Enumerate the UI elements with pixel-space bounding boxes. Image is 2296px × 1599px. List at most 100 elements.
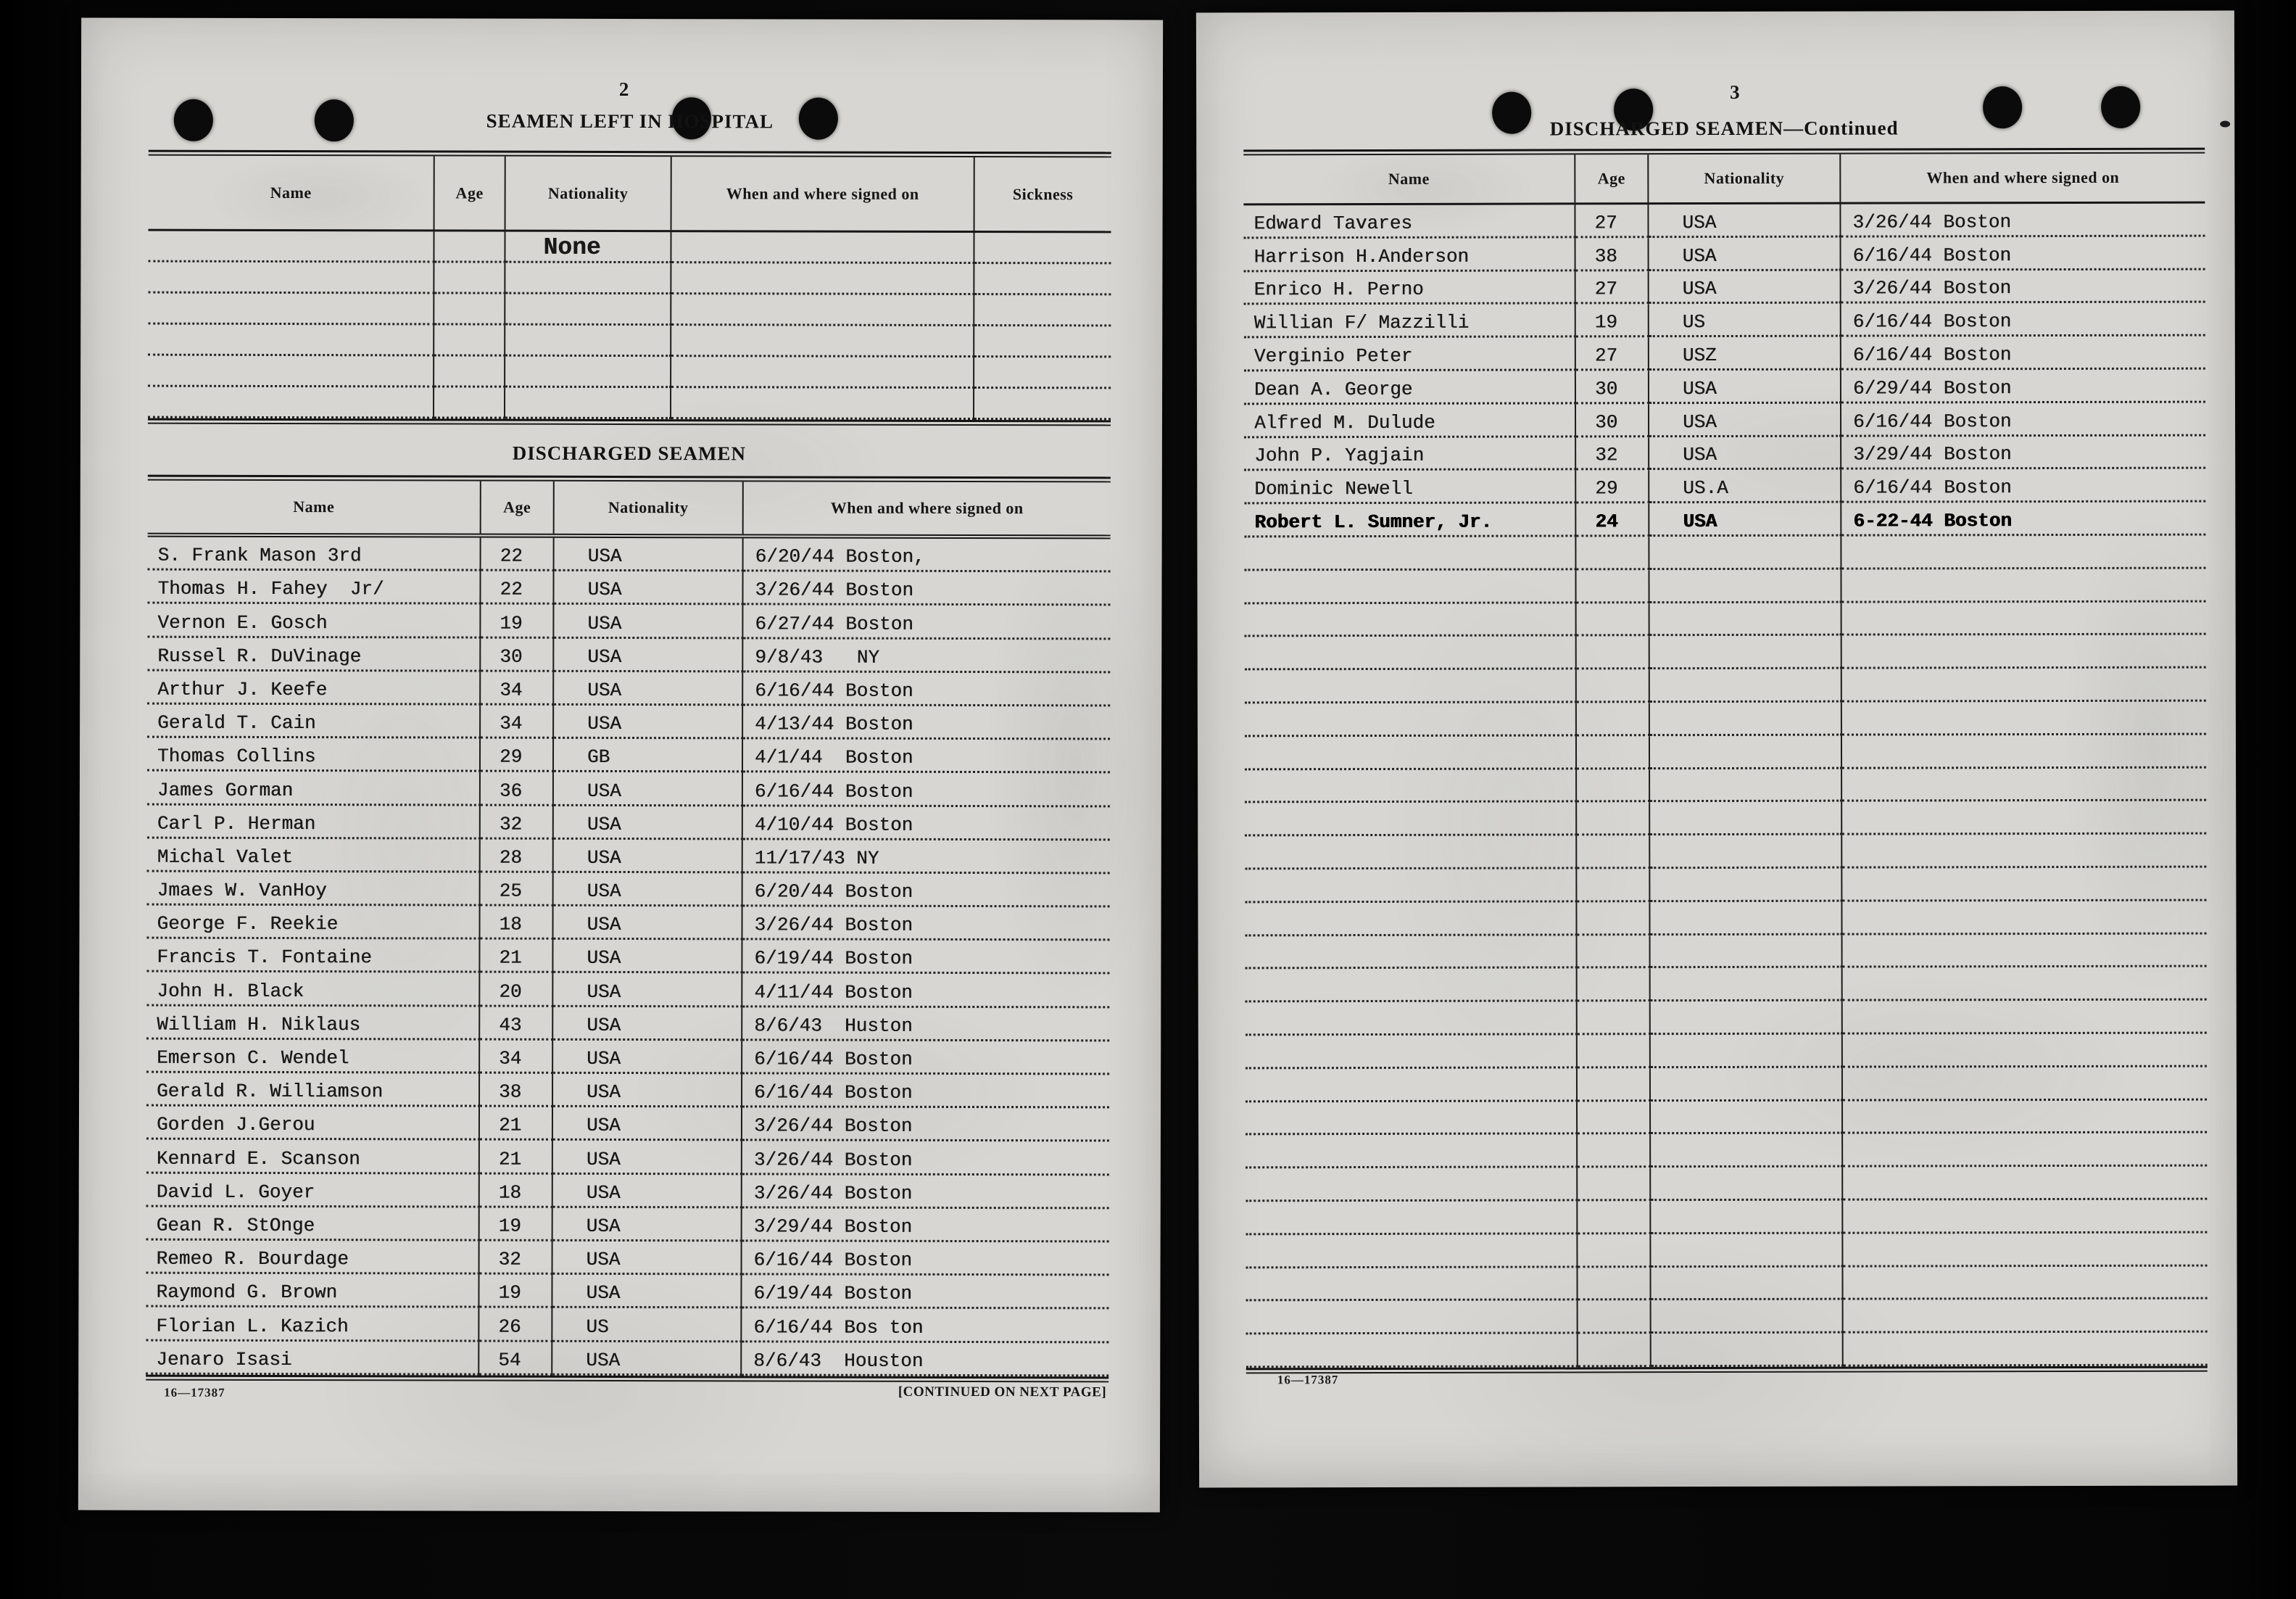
table-cell: [974, 295, 1111, 327]
table-cell: [1841, 701, 2206, 736]
table-cell: US.A: [1649, 470, 1842, 504]
table-cell: [148, 293, 435, 326]
table-row: [1245, 768, 2207, 803]
table-cell: [148, 231, 435, 263]
table-cell: [1843, 1332, 2208, 1367]
table-row: Vernon E. Gosch 19 USA 6/27/44 Boston: [147, 604, 1111, 640]
table-cell: Enrico H. Perno: [1243, 270, 1576, 305]
table-cell: 34: [481, 672, 555, 706]
table-row: Gerald R. Williamson 38 USA 6/16/44 Boston: [146, 1073, 1110, 1109]
table-row: [1246, 1233, 2208, 1268]
table-cell: [1843, 1299, 2208, 1334]
table-cell: [1649, 702, 1842, 736]
table-cell: USA: [554, 705, 744, 740]
table-cell: 20: [480, 973, 554, 1007]
table-cell: [1246, 1134, 1578, 1169]
table-cell: USA: [553, 940, 743, 974]
table-cell: Dominic Newell: [1244, 470, 1577, 505]
ink-speck: [2220, 120, 2231, 128]
table-cell: USA: [554, 537, 744, 572]
table-cell: USA: [1649, 403, 1842, 437]
table-cell: [1651, 1234, 1844, 1268]
table-cell: 6/29/44 Boston: [1841, 369, 2206, 404]
table-cell: Russel R. DuVinage: [147, 637, 481, 672]
table-cell: [505, 263, 672, 295]
table-cell: Dean A. George: [1243, 371, 1577, 405]
table-row: [1246, 1332, 2208, 1368]
table-cell: [1841, 535, 2206, 570]
table-cell: [1650, 801, 1843, 836]
table-row: [1245, 1033, 2207, 1070]
table-cell: 22: [481, 571, 555, 606]
table-cell: Gean R. StOnge: [146, 1207, 480, 1241]
table-row: James Gorman 36 USA 6/16/44 Boston: [146, 771, 1110, 807]
table-cell: 19: [481, 604, 555, 639]
table-cell: [1649, 735, 1843, 769]
section-title-hospital: SEAMEN LEFT IN HOSPITAL: [486, 110, 774, 133]
table-cell: USA: [552, 1174, 742, 1209]
table-cell: US: [552, 1308, 742, 1342]
table-cell: USA: [553, 772, 743, 806]
table-cell: USA: [552, 1342, 742, 1376]
table-cell: 6/19/44 Boston: [742, 1275, 1109, 1310]
table-cell: Carl P. Herman: [146, 805, 481, 840]
table-cell: [1577, 802, 1651, 836]
table-cell: 36: [480, 772, 554, 806]
header-cell: When and where signed on: [671, 157, 975, 231]
table-cell: [671, 263, 975, 296]
table-cell: [1576, 537, 1650, 571]
table-cell: [434, 356, 506, 388]
table-cell: 6/16/44 Boston: [1841, 336, 2205, 371]
table-row: [1246, 1299, 2208, 1335]
table-cell: [1244, 669, 1577, 704]
table-cell: Thomas Collins: [146, 737, 481, 772]
table-cell: [1246, 1168, 1578, 1202]
table-cell: 34: [481, 705, 555, 739]
header-cell: Nationality: [505, 156, 672, 231]
table-cell: Alfred M. Dulude: [1244, 404, 1577, 438]
table-cell: 3/26/44 Boston: [742, 1141, 1109, 1176]
table-cell: 3/26/44 Boston: [743, 571, 1111, 606]
table-cell: [1577, 869, 1651, 903]
table-cell: 6/20/44 Boston: [742, 873, 1110, 908]
table-row: Florian L. Kazich 26 US 6/16/44 Bos ton: [146, 1307, 1109, 1343]
table-row: William H. Niklaus 43 USA 8/6/43 Huston: [146, 1006, 1110, 1042]
table-cell: Gerald T. Cain: [147, 704, 481, 739]
table-row: [1244, 668, 2206, 704]
table-row: [1244, 535, 2206, 571]
table-cell: 3/26/44 Boston: [1841, 203, 2205, 238]
header-cell: Name: [147, 480, 481, 534]
table-cell: [1244, 603, 1577, 637]
table-cell: Harrison H.Anderson: [1243, 238, 1576, 272]
table-cell: [1649, 536, 1842, 570]
table-row: Raymond G. Brown 19 USA 6/19/44 Boston: [146, 1273, 1109, 1310]
punch-hole: [2101, 86, 2141, 128]
table-header-row: Name Age Nationality When and where signed …: [1243, 154, 2205, 204]
table-cell: 29: [1576, 470, 1650, 504]
table-row: Thomas Collins 29 GB 4/1/44 Boston: [146, 737, 1111, 774]
table-row: Jenaro Isasi 54 USA 8/6/43 Houston: [146, 1341, 1109, 1377]
table-cell: 3/26/44 Boston: [742, 1174, 1109, 1210]
table-cell: 28: [480, 839, 554, 873]
table-cell: 32: [480, 806, 554, 840]
table-row: [1245, 1067, 2208, 1102]
table-cell: 4/11/44 Boston: [742, 973, 1110, 1009]
table-cell: 8/6/43 Huston: [742, 1007, 1110, 1042]
table-row: Willian F/ Mazzilli 19 US 6/16/44 Boston: [1243, 302, 2205, 339]
table-cell: 3/29/44 Boston: [742, 1208, 1109, 1243]
table-row: [1244, 635, 2206, 671]
table-cell: [1650, 1034, 1843, 1068]
table-cell: George F. Reekie: [146, 905, 481, 940]
table-row: Dean A. George 30 USA 6/29/44 Boston: [1243, 369, 2206, 405]
table-cell: USA: [1649, 437, 1842, 471]
table-cell: [1246, 1334, 1578, 1368]
table-row: S. Frank Mason 3rd 22 USA 6/20/44 Boston,: [147, 537, 1111, 573]
table-cell: [974, 358, 1111, 389]
table-row: [148, 293, 1111, 327]
table-cell: [1650, 935, 1843, 969]
table-cell: [1576, 603, 1650, 637]
table-cell: 30: [481, 638, 555, 672]
table-cell: 22: [481, 537, 555, 571]
table-cell: 19: [479, 1207, 553, 1241]
